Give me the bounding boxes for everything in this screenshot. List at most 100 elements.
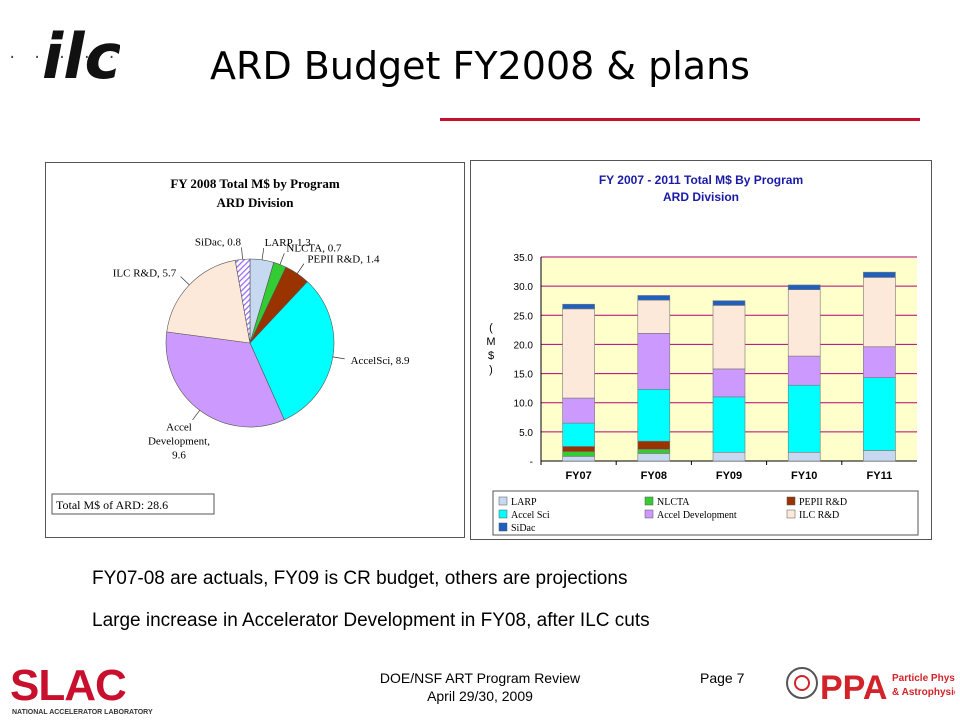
y-tick-label: -	[530, 457, 533, 468]
bar-segment-accel-sci	[787, 384, 821, 453]
bar-segment-accel-development	[562, 397, 595, 424]
ppa-line2: & Astrophysics	[892, 687, 955, 698]
pie-slice-accel-development	[165, 331, 285, 428]
pie-chart-title: FY 2008 Total M$ by Program	[170, 176, 340, 191]
ppa-line1: Particle Physics	[892, 673, 955, 684]
ilc-logo: ilc	[42, 20, 120, 93]
legend-swatch	[498, 522, 508, 532]
bar-segment-accel-development	[637, 333, 671, 390]
bar-segment-accel-development	[712, 368, 746, 398]
x-tick-label: FY09	[716, 470, 742, 482]
y-tick-label: 20.0	[514, 340, 534, 351]
y-tick-label: 5.0	[519, 428, 533, 439]
bar-segment-accel-sci	[562, 422, 595, 447]
legend-label: NLCTA	[657, 497, 690, 508]
pie-leader-line	[261, 247, 265, 260]
bar-segment-ilc-r-d	[562, 308, 595, 399]
legend-swatch	[498, 496, 508, 506]
note-line-2: Large increase in Accelerator Developmen…	[92, 610, 650, 631]
pie-leader-line	[180, 276, 190, 286]
bar-segment-sidac	[787, 284, 821, 290]
pie-slice-accelsci	[249, 281, 335, 421]
x-tick-label: FY07	[565, 470, 591, 482]
pie-leader-line	[192, 410, 201, 421]
pie-label: AccelSci, 8.9	[351, 355, 410, 367]
slac-logo-text: SLAC	[10, 661, 126, 710]
x-tick-label: FY10	[791, 470, 817, 482]
x-tick-label: FY08	[641, 470, 667, 482]
legend-label: Accel Sci	[511, 510, 550, 521]
legend-label: ILC R&D	[799, 510, 839, 521]
bar-segment-accel-development	[787, 355, 821, 386]
pie-chart-subtitle: ARD Division	[217, 195, 295, 210]
decorative-dots: . . . . .	[8, 46, 120, 62]
footer-date: April 29/30, 2009	[427, 688, 533, 704]
pie-label: ILC R&D, 5.7	[113, 267, 177, 279]
pie-leader-line	[279, 253, 285, 265]
slide-title: ARD Budget FY2008 & plans	[210, 44, 750, 88]
note-line-1: FY07-08 are actuals, FY09 is CR budget, …	[92, 568, 628, 589]
bar-chart-subtitle: ARD Division	[663, 190, 739, 204]
bar-segment-pepii-r-d	[562, 446, 595, 452]
legend-swatch	[498, 509, 508, 519]
y-axis-label: (M $)	[486, 322, 495, 376]
y-tick-label: 15.0	[514, 370, 534, 381]
bar-segment-sidac	[863, 271, 896, 278]
bar-segment-larp	[863, 450, 896, 462]
bar-segment-ilc-r-d	[637, 299, 671, 334]
ppa-logo-text: PPA	[820, 669, 887, 707]
pie-label: LARP, 1.3	[265, 237, 312, 249]
pie-label: Accel Development, 9.6	[148, 422, 210, 462]
legend-label: LARP	[511, 497, 537, 508]
legend-label: PEPII R&D	[799, 497, 847, 508]
legend-label: SiDac	[511, 523, 536, 534]
bar-chart-panel: FY 2007 - 2011 Total M$ By Program ARD D…	[470, 160, 932, 540]
bar-segment-sidac	[712, 300, 746, 306]
pie-chart: FY 2008 Total M$ by Program ARD Division…	[51, 176, 410, 515]
legend-swatch	[786, 509, 796, 519]
bar-segment-larp	[637, 453, 671, 462]
bar-segment-accel-sci	[712, 396, 746, 453]
bar-segment-accel-development	[863, 346, 896, 378]
y-tick-label: 35.0	[514, 253, 534, 264]
y-tick-label: 10.0	[514, 399, 534, 410]
legend-swatch	[644, 496, 654, 506]
bar-segment-accel-sci	[637, 389, 671, 442]
footer-event: DOE/NSF ART Program Review	[379, 670, 581, 686]
legend-label: Accel Development	[657, 510, 737, 521]
pie-total-box	[51, 493, 215, 515]
y-tick-label: 30.0	[514, 282, 534, 293]
bar-segment-sidac	[562, 303, 595, 310]
slac-logo: SLAC NATIONAL ACCELERATOR LABORATORY	[10, 661, 153, 716]
ppa-logo: PPA Particle Physics & Astrophysics	[786, 667, 955, 707]
ilc-logo-text: ilc	[42, 20, 120, 93]
bar-segment-ilc-r-d	[712, 305, 746, 370]
pie-slice-sidac	[234, 258, 251, 344]
pie-leader-line	[332, 356, 345, 360]
bar-legend-box	[492, 490, 919, 536]
pie-leader-line	[296, 263, 305, 274]
bar-segment-ilc-r-d	[863, 277, 896, 348]
stacked-bar-chart: FY 2007 - 2011 Total M$ By Program ARD D…	[486, 173, 919, 536]
pie-label: PEPII R&D, 1.4	[307, 254, 380, 266]
legend-swatch	[644, 509, 654, 519]
bar-segment-pepii-r-d	[637, 440, 671, 450]
legend-swatch	[786, 496, 796, 506]
pie-label: NLCTA, 0.7	[286, 243, 342, 255]
bar-chart-title: FY 2007 - 2011 Total M$ By Program	[599, 173, 803, 187]
bar-segment-nlcta	[562, 451, 595, 457]
x-tick-label: FY11	[867, 470, 893, 482]
pie-chart-panel: FY 2008 Total M$ by Program ARD Division…	[45, 162, 465, 538]
ppa-swirl-icon	[786, 667, 818, 699]
pie-label: SiDac, 0.8	[195, 236, 242, 248]
y-tick-label: 25.0	[514, 311, 534, 322]
bar-segment-sidac	[637, 295, 671, 301]
pie-leader-line	[241, 247, 243, 260]
bar-segment-ilc-r-d	[787, 289, 821, 357]
bar-segment-accel-sci	[863, 377, 896, 451]
title-rule	[440, 118, 920, 121]
bar-segment-nlcta	[637, 449, 671, 454]
pie-total-label: Total M$ of ARD: 28.6	[56, 498, 168, 512]
bar-segment-larp	[562, 456, 595, 462]
bar-segment-larp	[712, 451, 746, 462]
